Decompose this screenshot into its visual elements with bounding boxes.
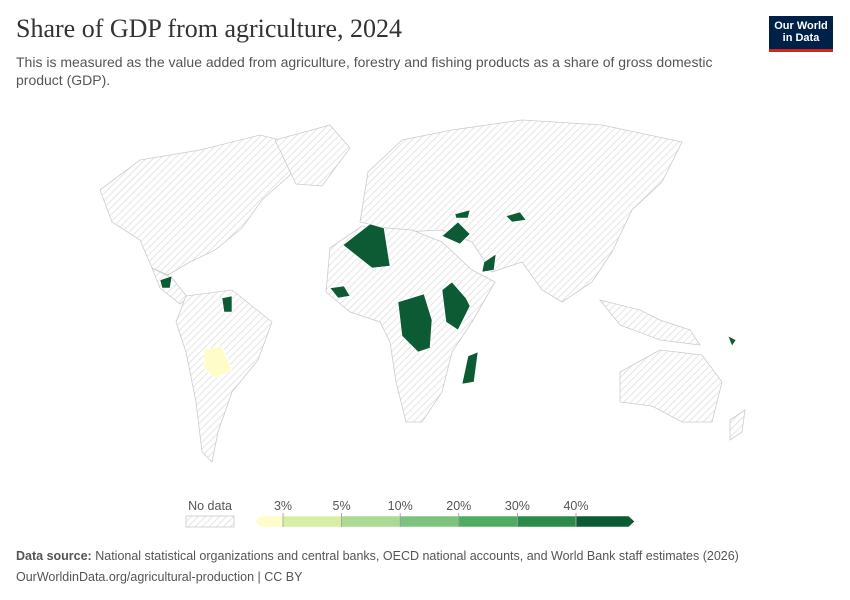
subtitle: This is measured as the value added from… (16, 54, 713, 88)
logo[interactable]: Our World in Data (769, 16, 833, 52)
legend-bin (517, 515, 577, 528)
legend-bin (458, 515, 518, 528)
legend-bin (575, 515, 635, 528)
legend-bin (341, 515, 401, 528)
no-data-swatch (185, 515, 235, 528)
legend-tick-label: 20% (446, 499, 471, 513)
source: Data source: National statistical organi… (16, 549, 739, 563)
source-label: Data source: (16, 549, 92, 563)
legend-bin (399, 515, 460, 528)
logo-line: in Data (782, 32, 820, 44)
legend-tick-label: 40% (563, 499, 588, 513)
url[interactable]: OurWorldinData.org/agricultural-producti… (16, 570, 303, 584)
legend-tick-label: 5% (333, 499, 351, 513)
legend-tick-label: 10% (388, 499, 413, 513)
legend-bin (282, 515, 342, 528)
logo-line: Our World (774, 20, 828, 32)
no-data-label: No data (188, 499, 232, 513)
land (99, 119, 746, 463)
legend-tick-label: 30% (505, 499, 530, 513)
legend-bin (254, 515, 284, 528)
countries (159, 209, 737, 385)
source-text: National statistical organizations and c… (95, 549, 739, 563)
title: Share of GDP from agriculture, 2024 (16, 14, 403, 43)
legend-tick-label: 3% (274, 499, 292, 513)
